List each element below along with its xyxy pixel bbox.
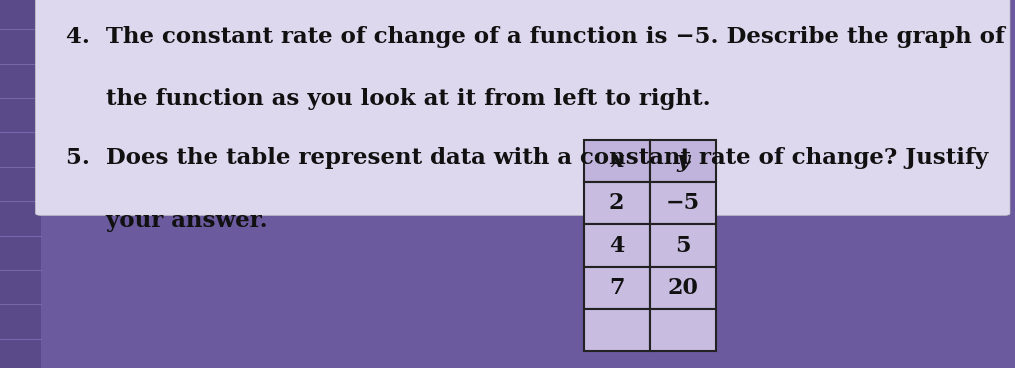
Bar: [584, 224, 650, 267]
Text: the function as you look at it from left to right.: the function as you look at it from left…: [66, 88, 710, 110]
Bar: [650, 182, 716, 224]
Text: 2: 2: [609, 192, 624, 214]
Bar: [650, 309, 716, 351]
Text: 20: 20: [667, 277, 698, 299]
Bar: [0, 0, 41, 368]
Text: −5: −5: [666, 192, 699, 214]
Bar: [650, 140, 716, 182]
Text: y: y: [676, 150, 689, 172]
FancyBboxPatch shape: [36, 0, 1010, 215]
Text: 5.  Does the table represent data with a constant rate of change? Justify: 5. Does the table represent data with a …: [66, 147, 989, 169]
Text: your answer.: your answer.: [66, 210, 268, 232]
Bar: [650, 224, 716, 267]
Bar: [584, 182, 650, 224]
Text: 4: 4: [609, 235, 624, 256]
Bar: [650, 267, 716, 309]
Bar: [584, 309, 650, 351]
Text: 7: 7: [609, 277, 624, 299]
Text: x: x: [610, 150, 623, 172]
Text: 4.  The constant rate of change of a function is −5. Describe the graph of: 4. The constant rate of change of a func…: [66, 26, 1005, 48]
Bar: [584, 267, 650, 309]
Bar: [584, 140, 650, 182]
Text: 5: 5: [675, 235, 690, 256]
